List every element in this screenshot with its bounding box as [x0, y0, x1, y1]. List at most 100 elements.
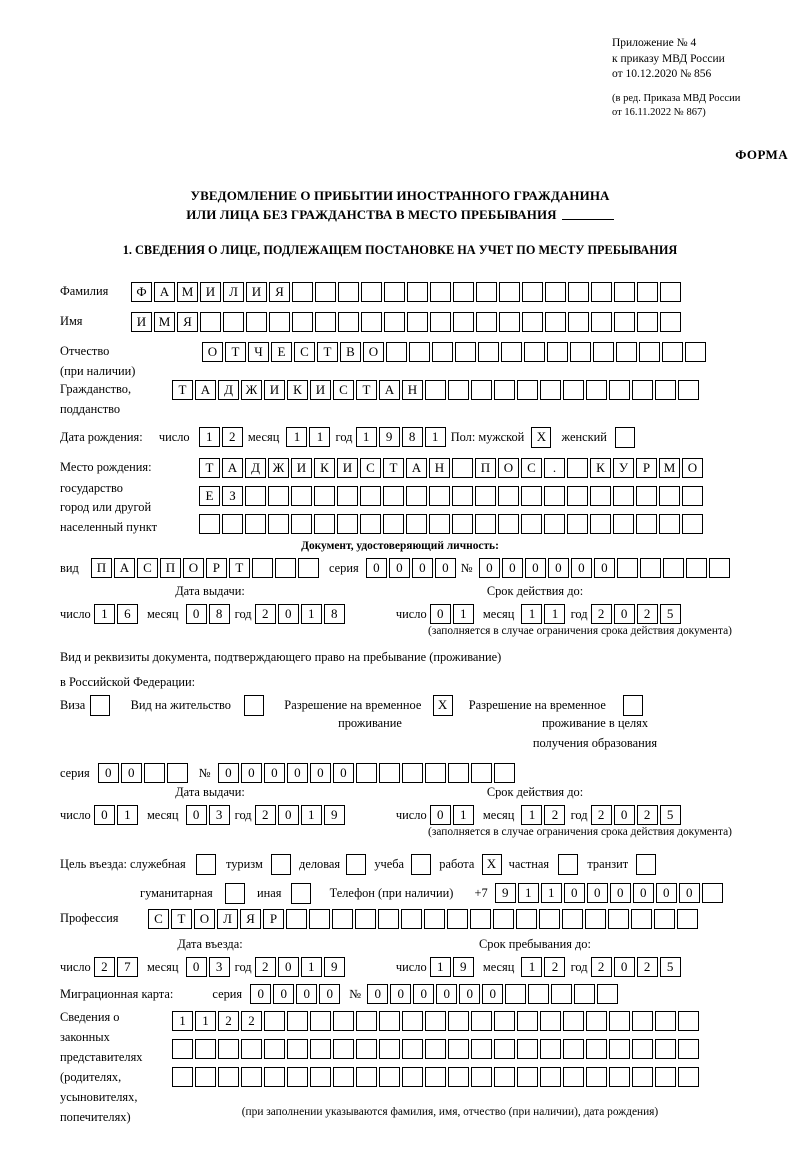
char-box[interactable]: А: [406, 458, 427, 479]
char-box[interactable]: [662, 342, 683, 363]
char-box[interactable]: [616, 558, 638, 579]
char-box[interactable]: [608, 909, 629, 930]
char-box[interactable]: [475, 514, 496, 535]
char-box[interactable]: [614, 282, 635, 303]
char-box[interactable]: Ч: [248, 342, 269, 363]
char-box[interactable]: 1: [116, 805, 138, 826]
char-box[interactable]: [384, 312, 405, 333]
char-box[interactable]: 0: [286, 763, 308, 784]
char-box[interactable]: [333, 1067, 354, 1088]
char-box[interactable]: 1: [521, 604, 543, 625]
char-box[interactable]: 0: [547, 558, 569, 579]
char-box[interactable]: [517, 1039, 538, 1060]
char-box[interactable]: [338, 312, 359, 333]
char-box[interactable]: [574, 984, 596, 1005]
char-box[interactable]: [609, 1067, 630, 1088]
char-box[interactable]: [223, 312, 244, 333]
char-box[interactable]: [475, 486, 496, 507]
char-box[interactable]: 1: [452, 805, 474, 826]
char-box[interactable]: 0: [263, 763, 285, 784]
char-box[interactable]: 0: [411, 558, 433, 579]
char-box[interactable]: 9: [378, 427, 400, 448]
char-box[interactable]: 0: [390, 984, 412, 1005]
char-box[interactable]: [386, 342, 407, 363]
char-box[interactable]: А: [154, 282, 175, 303]
char-box[interactable]: А: [222, 458, 243, 479]
char-box[interactable]: С: [148, 909, 169, 930]
char-box[interactable]: [636, 486, 657, 507]
char-box[interactable]: 1: [172, 1011, 193, 1032]
char-box[interactable]: Д: [218, 380, 239, 401]
char-box[interactable]: [567, 514, 588, 535]
char-box[interactable]: 2: [590, 957, 612, 978]
char-box[interactable]: [659, 486, 680, 507]
char-box[interactable]: Ж: [241, 380, 262, 401]
char-box[interactable]: [338, 282, 359, 303]
char-box[interactable]: [424, 763, 446, 784]
purpose-work-checkbox[interactable]: X: [481, 853, 502, 875]
char-box[interactable]: 1: [195, 1011, 216, 1032]
char-box[interactable]: 2: [544, 805, 566, 826]
char-box[interactable]: [655, 1067, 676, 1088]
char-box[interactable]: [678, 380, 699, 401]
char-box[interactable]: 0: [459, 984, 481, 1005]
char-box[interactable]: 9: [323, 957, 345, 978]
char-box[interactable]: Т: [383, 458, 404, 479]
char-box[interactable]: 0: [436, 984, 458, 1005]
char-box[interactable]: 0: [434, 558, 456, 579]
purpose-tourism-checkbox[interactable]: [270, 853, 291, 875]
char-box[interactable]: 2: [636, 957, 658, 978]
char-box[interactable]: [407, 282, 428, 303]
char-box[interactable]: [337, 486, 358, 507]
char-box[interactable]: 0: [93, 805, 115, 826]
char-box[interactable]: В: [340, 342, 361, 363]
char-box[interactable]: [501, 342, 522, 363]
char-box[interactable]: [384, 282, 405, 303]
char-box[interactable]: 0: [609, 883, 631, 904]
char-box[interactable]: 8: [401, 427, 423, 448]
temp-residence-checkbox[interactable]: X: [432, 694, 453, 716]
char-box[interactable]: [470, 909, 491, 930]
char-box[interactable]: 0: [277, 604, 299, 625]
residence-permit-checkbox[interactable]: [244, 694, 265, 716]
char-box[interactable]: [632, 1067, 653, 1088]
char-box[interactable]: [452, 486, 473, 507]
char-box[interactable]: [551, 984, 573, 1005]
char-box[interactable]: И: [291, 458, 312, 479]
char-box[interactable]: [241, 1067, 262, 1088]
char-box[interactable]: Д: [245, 458, 266, 479]
char-box[interactable]: [264, 1011, 285, 1032]
char-box[interactable]: [662, 558, 684, 579]
char-box[interactable]: Л: [217, 909, 238, 930]
char-box[interactable]: [685, 558, 707, 579]
char-box[interactable]: [494, 1039, 515, 1060]
char-box[interactable]: [430, 282, 451, 303]
char-box[interactable]: Р: [636, 458, 657, 479]
char-box[interactable]: 0: [296, 984, 318, 1005]
char-box[interactable]: 1: [355, 427, 377, 448]
char-box[interactable]: 0: [240, 763, 262, 784]
char-box[interactable]: 0: [250, 984, 272, 1005]
char-box[interactable]: 0: [185, 604, 207, 625]
char-box[interactable]: О: [498, 458, 519, 479]
char-box[interactable]: [609, 380, 630, 401]
char-box[interactable]: Т: [172, 380, 193, 401]
char-box[interactable]: [563, 380, 584, 401]
char-box[interactable]: 1: [521, 805, 543, 826]
char-box[interactable]: [494, 1067, 515, 1088]
char-box[interactable]: [292, 312, 313, 333]
char-box[interactable]: [448, 380, 469, 401]
char-box[interactable]: [593, 342, 614, 363]
char-box[interactable]: 0: [332, 763, 354, 784]
char-box[interactable]: [452, 514, 473, 535]
char-box[interactable]: [378, 763, 400, 784]
char-box[interactable]: М: [659, 458, 680, 479]
char-box[interactable]: [291, 486, 312, 507]
char-box[interactable]: [597, 984, 619, 1005]
